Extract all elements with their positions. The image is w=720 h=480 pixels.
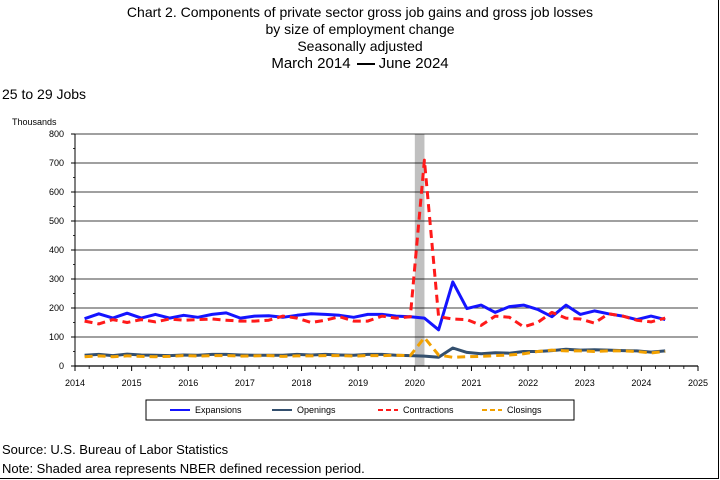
title-period: March 2014 June 2024 bbox=[0, 55, 720, 72]
y-tick-label: 600 bbox=[49, 187, 64, 197]
legend-label-contractions: Contractions bbox=[403, 405, 454, 415]
y-axis-label: Thousands bbox=[12, 117, 57, 127]
series-line-contractions bbox=[84, 158, 666, 329]
x-tick-label: 2017 bbox=[235, 378, 255, 388]
title-line-1: Chart 2. Components of private sector gr… bbox=[126, 4, 594, 20]
period-dash bbox=[356, 63, 375, 66]
series-line-closings bbox=[84, 336, 666, 359]
legend-label-closings: Closings bbox=[507, 405, 542, 415]
x-tick-label: 2014 bbox=[65, 378, 85, 388]
y-tick-label: 400 bbox=[49, 245, 64, 255]
y-tick-label: 500 bbox=[49, 216, 64, 226]
source-note: Source: U.S. Bureau of Labor Statistics bbox=[2, 442, 229, 457]
y-tick-label: 700 bbox=[49, 158, 64, 168]
y-tick-label: 100 bbox=[49, 332, 64, 342]
x-tick-label: 2020 bbox=[405, 378, 425, 388]
x-tick-label: 2025 bbox=[688, 378, 708, 388]
period-start: March 2014 bbox=[271, 55, 351, 72]
legend-label-openings: Openings bbox=[297, 405, 336, 415]
x-tick-label: 2022 bbox=[518, 378, 538, 388]
y-tick-label: 200 bbox=[49, 303, 64, 313]
x-tick-label: 2021 bbox=[461, 378, 481, 388]
chart-title: Chart 2. Components of private sector gr… bbox=[0, 4, 720, 72]
x-tick-label: 2023 bbox=[575, 378, 595, 388]
legend-label-expansions: Expansions bbox=[195, 405, 242, 415]
x-tick-label: 2018 bbox=[292, 378, 312, 388]
title-line-2: by size of employment change bbox=[265, 21, 455, 37]
chart-subtitle: 25 to 29 Jobs bbox=[2, 86, 87, 102]
title-line-3: Seasonally adjusted bbox=[297, 38, 423, 54]
x-tick-label: 2016 bbox=[178, 378, 198, 388]
y-tick-label: 800 bbox=[49, 129, 64, 139]
x-tick-label: 2015 bbox=[122, 378, 142, 388]
legend-box bbox=[145, 399, 575, 421]
period-end: June 2024 bbox=[378, 55, 449, 72]
y-tick-label: 300 bbox=[49, 274, 64, 284]
recession-note: Note: Shaded area represents NBER define… bbox=[2, 461, 365, 476]
series-line-expansions bbox=[84, 280, 666, 332]
x-tick-label: 2024 bbox=[631, 378, 651, 388]
y-tick-label: 0 bbox=[59, 361, 64, 371]
x-tick-label: 2019 bbox=[348, 378, 368, 388]
